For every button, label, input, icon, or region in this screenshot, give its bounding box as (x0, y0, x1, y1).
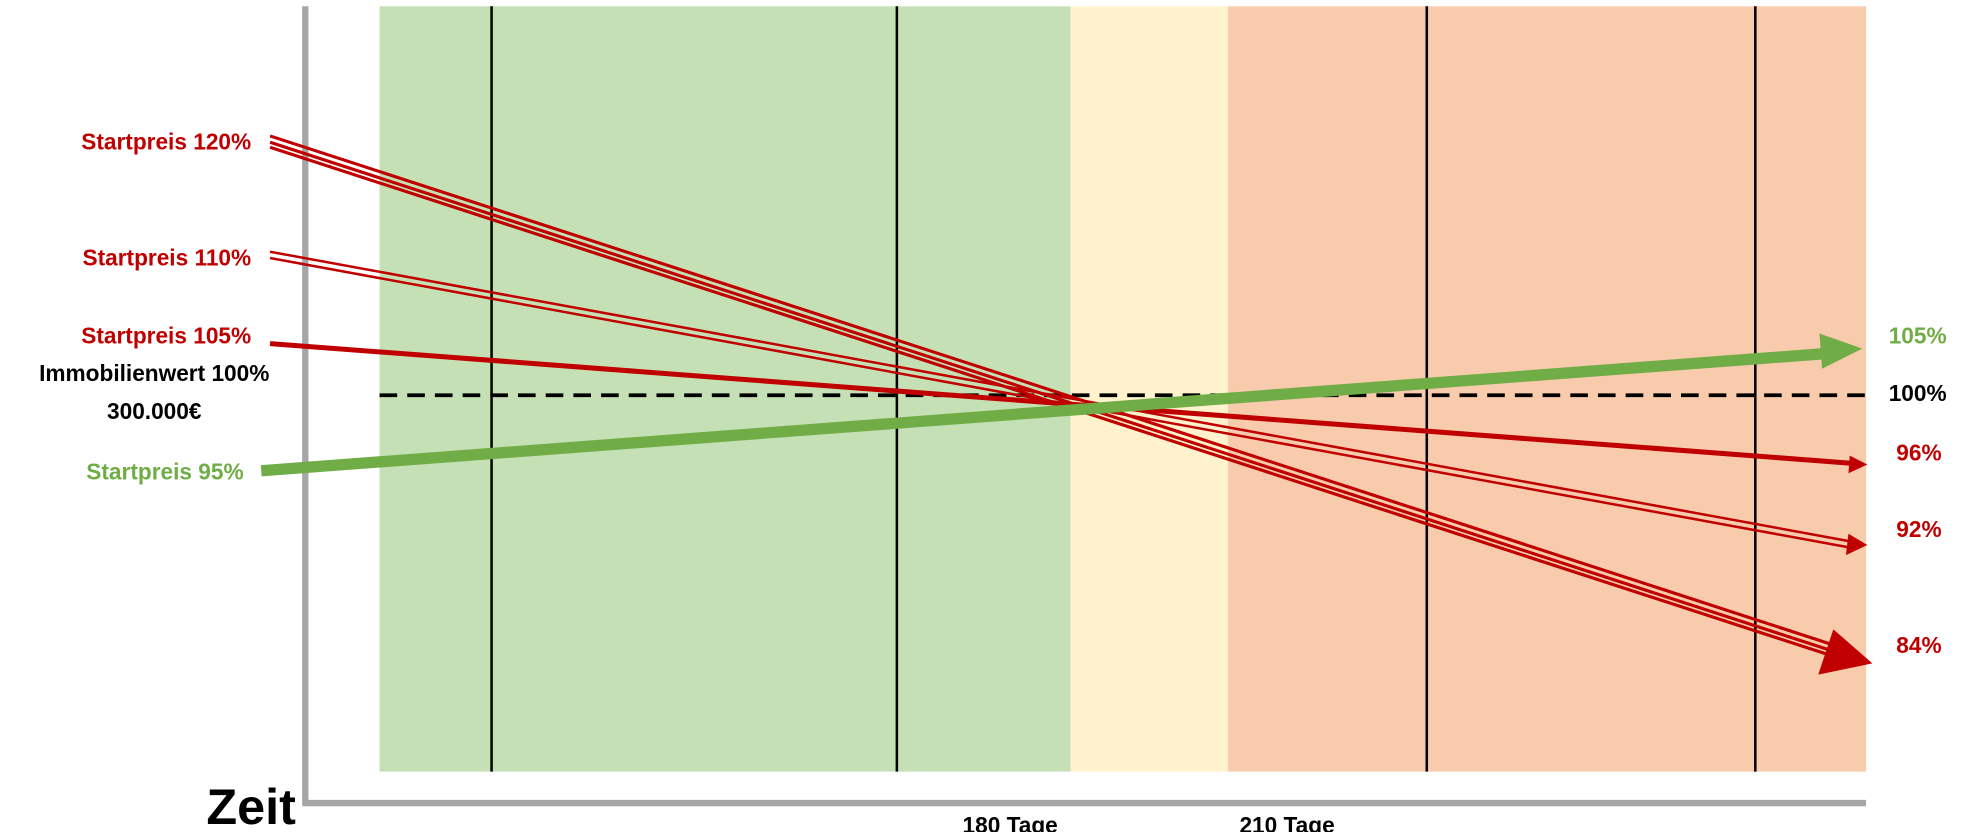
time-mark: 210 Tage (1239, 812, 1334, 832)
label: 92% (1896, 516, 1941, 542)
label: 105% (1889, 322, 1947, 348)
line (269, 134, 1844, 650)
label: 96% (1896, 439, 1941, 465)
line-105 (269, 341, 1852, 466)
line (269, 250, 1850, 543)
label: 100% (1889, 380, 1947, 406)
label: Immobilienwert 100% (39, 360, 269, 386)
arrowhead (1845, 533, 1868, 556)
label: 300.000€ (107, 398, 202, 424)
yellow-zone (1070, 6, 1228, 772)
line (269, 140, 1844, 657)
label: Startpreis 95% (86, 458, 243, 484)
time-mark: 180 Tage (963, 812, 1058, 832)
label: Startpreis 105% (81, 322, 251, 348)
label: Startpreis 120% (81, 128, 251, 154)
line-95 (260, 348, 1825, 477)
label: Startpreis 110% (83, 244, 252, 270)
green-zone (379, 6, 1071, 772)
arrowhead (1818, 629, 1873, 675)
axis-label: Zeit (206, 778, 296, 832)
arrowhead (1848, 455, 1868, 474)
arrowhead (1819, 333, 1863, 369)
label: 84% (1896, 632, 1941, 658)
